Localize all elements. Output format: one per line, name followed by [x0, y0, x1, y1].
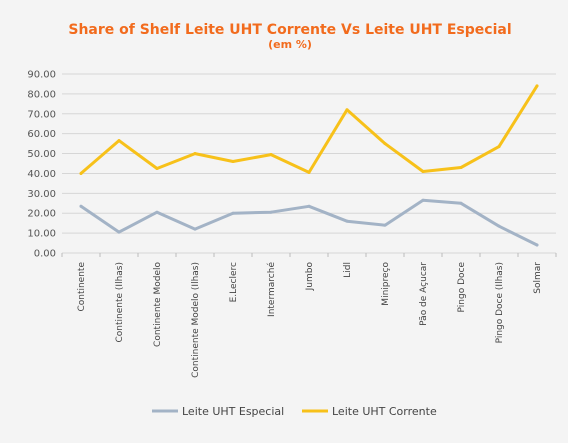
x-tick-label: Lidl: [343, 262, 353, 278]
y-tick-label: 10.00: [27, 229, 56, 240]
data-point: [535, 84, 539, 88]
chart-title: Share of Shelf Leite UHT Corrente Vs Lei…: [68, 22, 511, 38]
x-tick-label: Jumbo: [305, 262, 315, 292]
y-tick-label: 90.00: [27, 70, 56, 81]
data-point: [421, 198, 425, 202]
y-tick-label: 80.00: [27, 89, 56, 100]
data-point: [307, 204, 311, 208]
data-point: [117, 139, 121, 143]
data-point: [193, 152, 197, 156]
y-tick-label: 50.00: [27, 149, 56, 160]
x-tick-label: Intermarché: [266, 262, 277, 317]
x-tick-label: Minipreço: [381, 262, 391, 306]
y-tick-label: 60.00: [27, 129, 56, 140]
data-point: [459, 165, 463, 169]
data-point: [79, 171, 83, 175]
data-point: [269, 153, 273, 157]
x-tick-label: Continente Modelo: [153, 262, 163, 347]
x-tick-label: Solmar: [533, 262, 543, 294]
x-tick-label: E.Leclerc: [229, 262, 239, 302]
data-point: [155, 166, 159, 170]
y-tick-label: 20.00: [27, 209, 56, 220]
data-point: [383, 142, 387, 146]
y-axis: 0.00 10.00 20.00 30.00 40.00 50.00 60.00 70.00 8…: [27, 70, 56, 260]
x-axis: Continente Continente (Ilhas) Continente M…: [77, 262, 543, 378]
series-lines: [79, 84, 539, 247]
data-point: [497, 145, 501, 149]
x-tick-label: Continente: [77, 262, 87, 312]
grid: [61, 73, 557, 257]
x-tick-label: Continente Modelo (Ilhas): [191, 262, 201, 378]
data-point: [155, 210, 159, 214]
legend-label: Leite UHT Especial: [182, 405, 284, 418]
data-point: [269, 210, 273, 214]
series-line-1: [79, 84, 539, 175]
data-point: [193, 227, 197, 231]
legend-label: Leite UHT Corrente: [332, 405, 437, 418]
y-tick-label: 70.00: [27, 109, 56, 120]
data-point: [345, 219, 349, 223]
data-point: [535, 243, 539, 247]
data-point: [421, 169, 425, 173]
data-point: [117, 230, 121, 234]
data-point: [497, 224, 501, 228]
y-tick-label: 0.00: [34, 249, 56, 260]
chart-subtitle: (em %): [268, 38, 312, 51]
data-point: [231, 160, 235, 164]
x-tick-label: Continente (Ilhas): [115, 262, 125, 342]
data-point: [231, 211, 235, 215]
legend: Leite UHT Especial Leite UHT Corrente: [152, 405, 437, 418]
x-tick-label: Pão de Açucar: [419, 262, 429, 326]
x-tick-label: Pingo Doce: [457, 262, 467, 313]
data-point: [459, 201, 463, 205]
data-point: [79, 204, 83, 208]
data-point: [307, 170, 311, 174]
y-tick-label: 40.00: [27, 169, 56, 180]
data-point: [345, 108, 349, 112]
data-point: [383, 223, 387, 227]
x-tick-label: Pingo Doce (Ilhas): [495, 262, 505, 343]
y-tick-label: 30.00: [27, 189, 56, 200]
